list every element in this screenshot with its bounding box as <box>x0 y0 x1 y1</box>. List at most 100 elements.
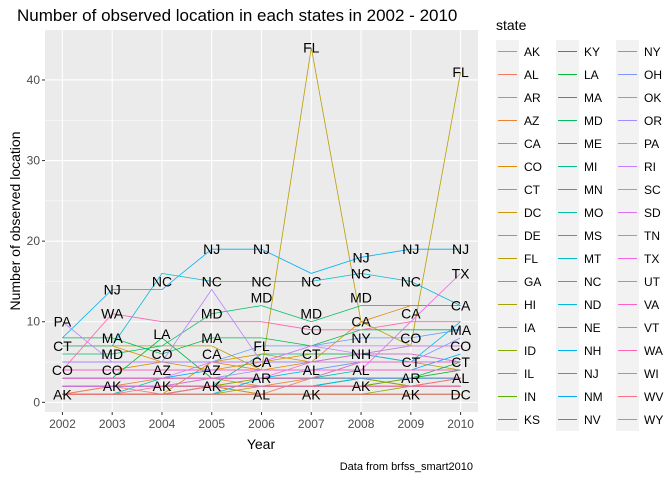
y-tick-label: 0 <box>33 395 40 409</box>
x-tick-label: 2005 <box>198 417 225 431</box>
legend-label-dc: DC <box>524 206 542 220</box>
legend-label-pa: PA <box>644 137 659 151</box>
series-line-wa <box>62 313 461 371</box>
x-tick-label: 2009 <box>397 417 424 431</box>
point-label-nj: NJ <box>452 241 469 257</box>
legend-label-wv: WV <box>644 390 663 404</box>
legend-label-id: ID <box>524 344 536 358</box>
point-label-co: CO <box>400 330 421 346</box>
legend: AK AL AR AZ CA CO CT DC DE FL GA HI IA ID IL IN KS KY LA MA… <box>496 40 663 431</box>
x-tick-label: 2010 <box>447 417 474 431</box>
legend-label-nh: NH <box>584 344 601 358</box>
point-label-ak: AK <box>53 386 72 402</box>
legend-label-ga: GA <box>524 275 541 289</box>
legend-label-ny: NY <box>644 45 661 59</box>
legend-label-ut: UT <box>644 275 661 289</box>
legend-label-ma: MA <box>584 91 602 105</box>
series-line-vt <box>62 361 461 379</box>
legend-label-ia: IA <box>524 321 535 335</box>
legend-label-tn: TN <box>644 229 660 243</box>
legend-label-fl: FL <box>524 252 538 266</box>
legend-label-ok: OK <box>644 91 661 105</box>
legend-label-wa: WA <box>644 344 663 358</box>
point-label-la: LA <box>153 326 171 342</box>
legend-label-mt: MT <box>584 252 602 266</box>
point-label-md: MD <box>300 306 322 322</box>
legend-label-la: LA <box>584 68 599 82</box>
point-label-co: CO <box>151 346 172 362</box>
x-tick-label: 2003 <box>99 417 126 431</box>
legend-label-il: IL <box>524 367 534 381</box>
legend-title: state <box>496 17 527 33</box>
point-label-nc: NC <box>351 265 371 281</box>
legend-label-tx: TX <box>644 252 659 266</box>
legend-label-nj: NJ <box>584 367 599 381</box>
series-lines <box>62 47 461 395</box>
point-label-md: MD <box>201 306 223 322</box>
point-label-nc: NC <box>301 273 321 289</box>
point-label-al: AL <box>253 386 270 402</box>
legend-label-nv: NV <box>584 413 601 427</box>
point-label-fl: FL <box>303 40 320 56</box>
series-line-nj <box>62 248 461 339</box>
legend-label-ne: NE <box>584 321 601 335</box>
point-label-ct: CT <box>451 354 470 370</box>
legend-label-nc: NC <box>584 275 602 289</box>
gridlines <box>45 30 478 412</box>
legend-label-co: CO <box>524 160 542 174</box>
legend-label-ca: CA <box>524 137 541 151</box>
legend-label-oh: OH <box>644 68 662 82</box>
series-line-md <box>62 305 461 355</box>
point-label-nh: NH <box>351 346 371 362</box>
point-label-nj: NJ <box>104 282 121 298</box>
point-label-nc: NC <box>401 273 421 289</box>
legend-label-sc: SC <box>644 183 661 197</box>
y-axis-title: Number of observed location <box>7 132 23 311</box>
point-label-pa: PA <box>54 314 72 330</box>
point-label-ca: CA <box>202 346 222 362</box>
y-tick-label: 40 <box>27 73 41 87</box>
legend-label-al: AL <box>524 68 539 82</box>
point-label-al: AL <box>303 362 320 378</box>
legend-label-ky: KY <box>584 45 600 59</box>
point-label-ak: AK <box>103 378 122 394</box>
point-label-ca: CA <box>252 354 272 370</box>
legend-label-md: MD <box>584 114 603 128</box>
point-label-ma: MA <box>201 330 223 346</box>
point-label-ct: CT <box>53 338 72 354</box>
legend-label-sd: SD <box>644 206 661 220</box>
point-label-ak: AK <box>202 378 221 394</box>
x-axis-title: Year <box>247 436 276 452</box>
caption: Data from brfss_smart2010 <box>340 461 473 473</box>
point-label-nc: NC <box>251 273 271 289</box>
x-tick-label: 2006 <box>248 417 275 431</box>
point-label-ct: CT <box>302 346 321 362</box>
legend-label-wi: WI <box>644 367 659 381</box>
point-label-co: CO <box>52 362 73 378</box>
legend-label-ms: MS <box>584 229 602 243</box>
legend-label-nm: NM <box>584 390 603 404</box>
point-label-nj: NJ <box>402 241 419 257</box>
point-label-co: CO <box>450 338 471 354</box>
point-label-md: MD <box>101 346 123 362</box>
legend-label-ri: RI <box>644 160 656 174</box>
series-line-ma <box>62 329 461 355</box>
point-label-ak: AK <box>352 378 371 394</box>
y-tick-label: 20 <box>27 234 41 248</box>
point-label-fl: FL <box>253 338 270 354</box>
x-tick-label: 2007 <box>298 417 325 431</box>
legend-label-mo: MO <box>584 206 603 220</box>
legend-label-me: ME <box>584 137 602 151</box>
series-line-wv <box>62 377 461 395</box>
point-label-al: AL <box>452 370 469 386</box>
point-label-ct: CT <box>401 354 420 370</box>
chart-title: Number of observed location in each stat… <box>17 6 457 25</box>
point-label-ca: CA <box>351 314 371 330</box>
point-label-nc: NC <box>202 273 222 289</box>
legend-label-hi: HI <box>524 298 536 312</box>
legend-label-az: AZ <box>524 114 539 128</box>
x-tick-label: 2002 <box>49 417 76 431</box>
point-label-nj: NJ <box>203 241 220 257</box>
point-label-wa: WA <box>101 306 124 322</box>
